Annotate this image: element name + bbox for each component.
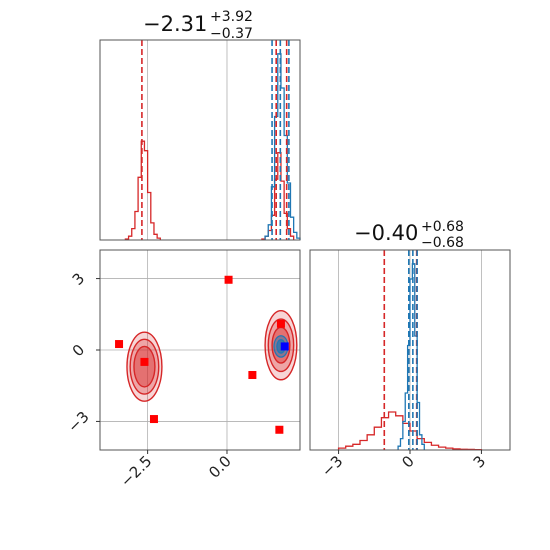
tick-label-y-joint-1: 0 <box>69 341 88 360</box>
tick-label-y-joint-0: −3 <box>64 408 92 436</box>
marginal-panel-param-2 <box>309 249 511 451</box>
tick-label-y-joint-2: 3 <box>69 269 88 288</box>
marker-red-5 <box>248 371 257 379</box>
marker-red-3 <box>149 415 158 424</box>
title-param-2-sup: +0.68 <box>421 219 464 235</box>
hist-blue-param-1 <box>264 53 301 240</box>
title-param-1-sub: −0.37 <box>210 26 253 42</box>
marker-red-0 <box>224 275 233 284</box>
tick-label-x-right-0: −3 <box>318 452 346 480</box>
marker-red-1 <box>115 340 124 349</box>
title-param-1-sup: +3.92 <box>210 9 253 25</box>
title-param-2-sub: −0.68 <box>421 235 464 251</box>
tick-label-x-right-1: 0 <box>398 452 417 471</box>
title-param-1: −2.31 +3.92 −0.37 <box>143 9 253 42</box>
joint-panel <box>99 249 301 451</box>
title-param-2: −0.40 +0.68 −0.68 <box>354 219 464 251</box>
marker-blue-0 <box>280 342 289 351</box>
frame-top <box>99 39 301 241</box>
tick-label-x-joint-0: −2.5 <box>117 452 155 490</box>
marker-red-4 <box>276 319 285 328</box>
marginal-panel-param-1 <box>99 39 301 241</box>
title-param-2-main: −0.40 <box>354 221 418 245</box>
contour-red-0-0 <box>126 331 163 402</box>
tick-label-x-right-2: 3 <box>470 452 489 471</box>
hist-red-param-2 <box>337 411 483 451</box>
contour-red-0-2 <box>133 345 156 388</box>
marker-red-6 <box>275 425 284 434</box>
title-param-1-main: −2.31 <box>143 12 207 36</box>
hist-blue-param-2 <box>397 263 425 450</box>
tick-label-x-joint-1: 0.0 <box>205 452 235 482</box>
marker-red-2 <box>140 357 149 366</box>
